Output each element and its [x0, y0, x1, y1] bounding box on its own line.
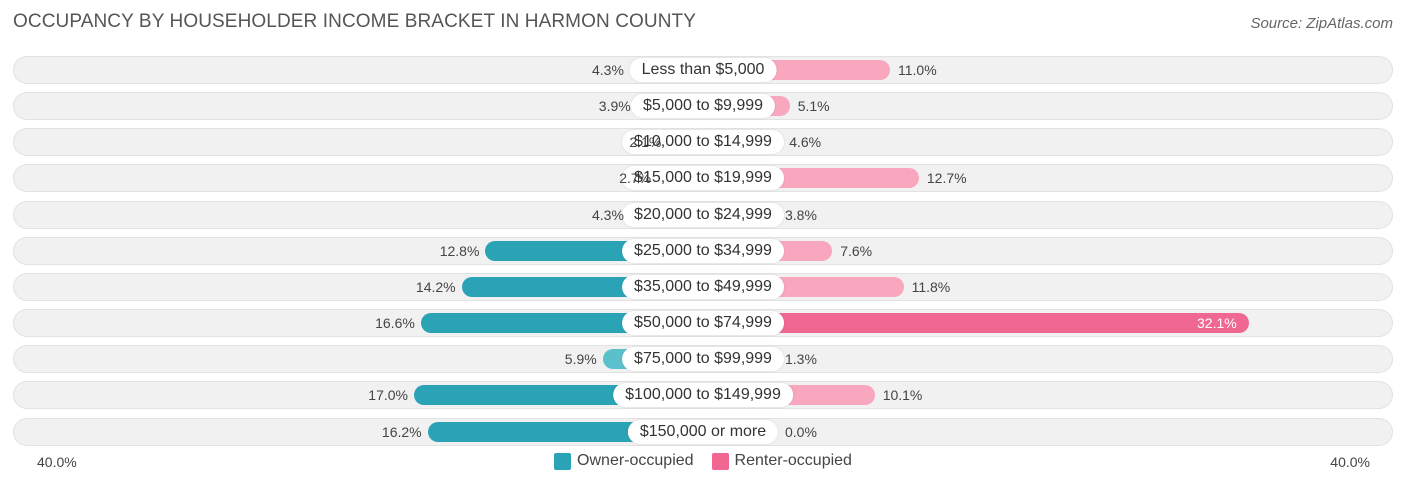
renter-value-label: 10.1%	[882, 387, 923, 404]
owner-value-label: 16.6%	[375, 315, 415, 332]
category-label: Less than $5,000	[629, 58, 777, 82]
owner-value-label: 17.0%	[368, 387, 408, 404]
source-credit: Source: ZipAtlas.com	[1250, 15, 1393, 32]
category-label: $100,000 to $149,999	[613, 383, 793, 408]
axis-right-label: 40.0%	[1330, 454, 1370, 470]
legend-owner-label: Owner-occupied	[577, 452, 694, 469]
owner-value-label: 16.2%	[381, 423, 422, 440]
chart-title: OCCUPANCY BY HOUSEHOLDER INCOME BRACKET …	[13, 11, 697, 32]
owner-value-label: 2.7%	[619, 170, 652, 187]
renter-value-label: 12.7%	[926, 170, 967, 187]
category-label: $20,000 to $24,999	[622, 202, 784, 227]
category-label: $5,000 to $9,999	[630, 94, 776, 119]
legend: Owner-occupied Renter-occupied	[0, 452, 1406, 470]
renter-value-label: 4.6%	[789, 134, 822, 151]
category-label: $15,000 to $19,999	[622, 166, 784, 191]
renter-value-label: 11.0%	[898, 62, 937, 78]
owner-value-label: 2.1%	[629, 134, 662, 151]
owner-value-label: 3.9%	[598, 98, 631, 115]
legend-renter-swatch	[711, 452, 729, 470]
renter-value-label: 1.3%	[785, 351, 817, 368]
owner-value-label: 4.3%	[591, 62, 624, 78]
owner-value-label: 12.8%	[439, 242, 480, 259]
owner-value-label: 4.3%	[591, 206, 624, 223]
axis-left-label: 40.0%	[37, 454, 77, 470]
renter-bar	[703, 313, 1249, 334]
renter-value-label: 7.6%	[840, 242, 873, 259]
category-label: $150,000 or more	[627, 419, 779, 444]
owner-value-label: 14.2%	[415, 278, 456, 295]
renter-value-label: 0.0%	[785, 423, 817, 440]
category-label: $50,000 to $74,999	[622, 311, 784, 336]
legend-owner-swatch	[554, 452, 572, 470]
renter-value-label: 11.8%	[911, 278, 951, 295]
renter-value-label: 3.8%	[785, 206, 817, 223]
category-label: $25,000 to $34,999	[622, 238, 784, 263]
category-label: $10,000 to $14,999	[622, 130, 784, 155]
category-label: $75,000 to $99,999	[622, 347, 784, 372]
owner-value-label: 5.9%	[564, 351, 597, 368]
renter-value-label: 32.1%	[1197, 315, 1237, 332]
legend-owner: Owner-occupied	[554, 452, 694, 470]
category-label: $35,000 to $49,999	[622, 274, 784, 299]
renter-value-label: 5.1%	[797, 98, 830, 115]
legend-renter-label: Renter-occupied	[734, 452, 852, 469]
legend-renter: Renter-occupied	[711, 452, 852, 470]
